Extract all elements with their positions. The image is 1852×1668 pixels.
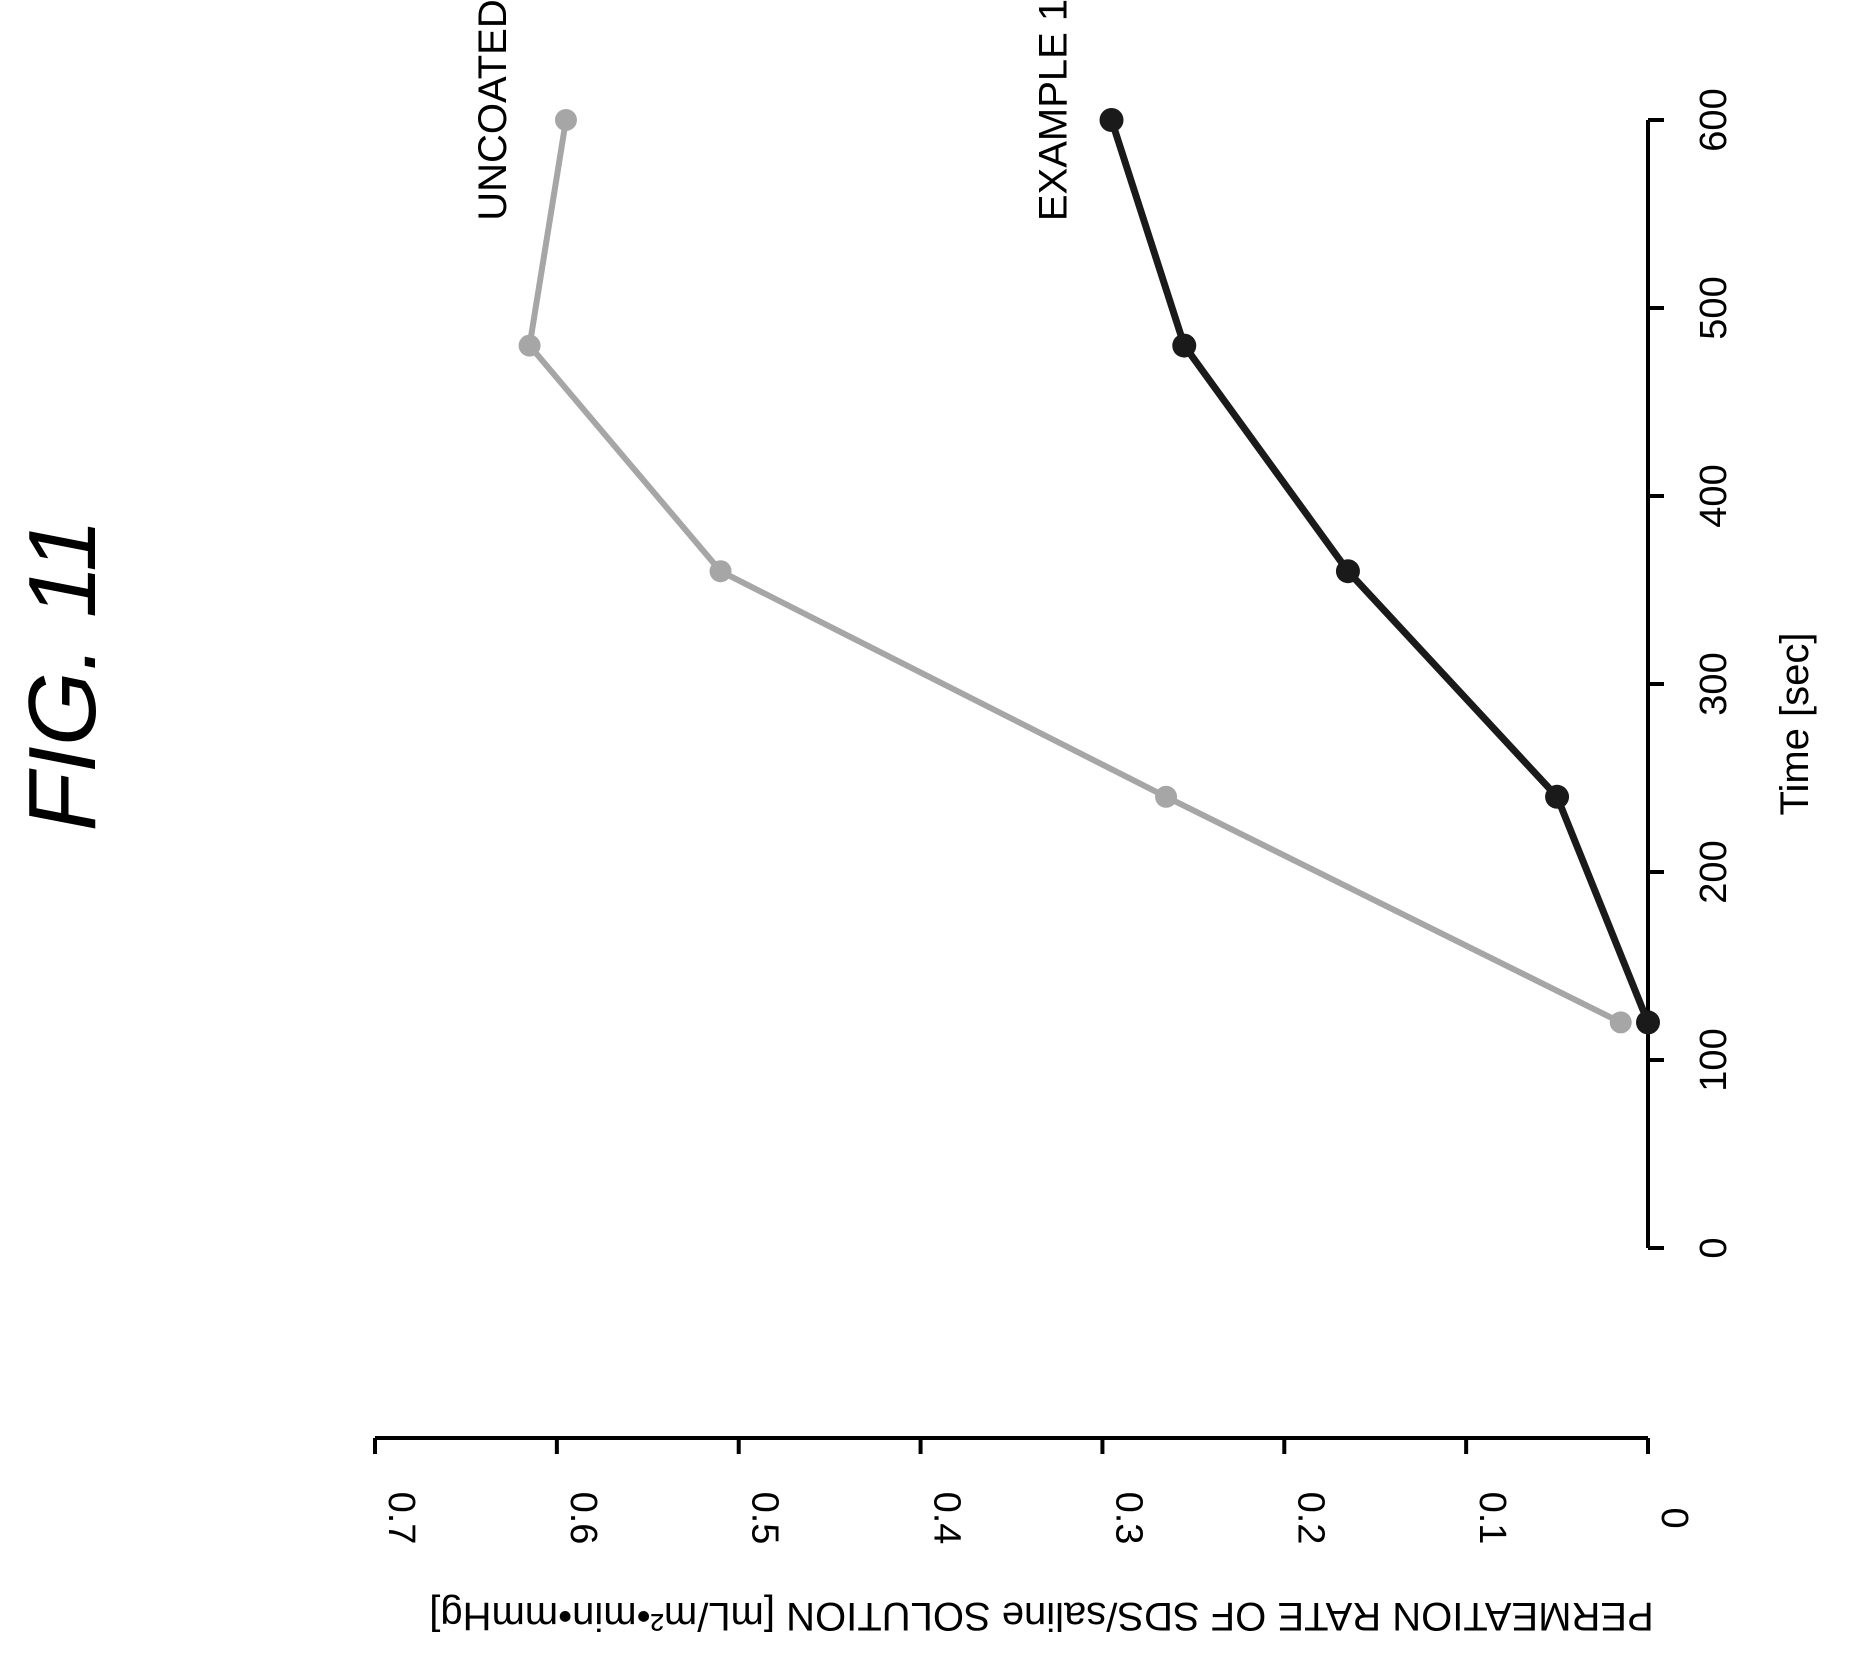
y-tick-label: 0.4 (926, 1492, 968, 1545)
x-tick-label: 300 (1693, 652, 1735, 715)
y-axis-label: PERMEATION RATE OF SDS/saline SOLUTION [… (429, 1594, 1653, 1638)
series-line (1108, 118, 1652, 1024)
data-point (1636, 1010, 1660, 1035)
y-tick-label: 0.5 (744, 1492, 786, 1545)
data-point (518, 334, 541, 357)
data-point (709, 560, 732, 583)
x-ticks: 0 100 200 300 400 500 600 (1648, 88, 1735, 1259)
x-tick-label: 100 (1693, 1028, 1735, 1091)
data-point (1609, 1011, 1632, 1034)
y-tick-label: 0.6 (562, 1492, 604, 1545)
data-point (1335, 559, 1360, 584)
figure-title: FIG. 11 (9, 519, 116, 832)
x-tick-label: 400 (1693, 464, 1735, 527)
y-ticks: 0 0.1 0.2 0.3 0.4 0.5 0.6 0.7 (373, 1438, 1695, 1545)
x-tick-label: 500 (1693, 276, 1735, 339)
data-point (1099, 108, 1124, 132)
data-point (1155, 785, 1178, 808)
x-tick-label: 200 (1693, 840, 1735, 903)
y-tick-label: 0.2 (1289, 1492, 1331, 1545)
y-tick-label: 0.7 (380, 1492, 422, 1545)
data-point (1545, 784, 1570, 809)
x-axis-label: Time [sec] (1773, 633, 1817, 816)
series-line (526, 119, 1623, 1026)
data-point (554, 109, 577, 131)
data-point (1172, 333, 1197, 358)
x-tick-label: 600 (1693, 88, 1735, 151)
y-tick-label: 0.3 (1107, 1492, 1149, 1545)
y-tick-label: 0.1 (1471, 1492, 1513, 1545)
axes (375, 120, 1650, 1440)
series-uncoated (518, 109, 1632, 1034)
y-tick-label: 0 (1653, 1507, 1695, 1528)
series-label-example-1: EXAMPLE 1 (1032, 0, 1076, 221)
x-tick-label: 0 (1693, 1237, 1735, 1258)
series-label-uncoated: UNCOATED (471, 0, 515, 221)
series-example-1 (1099, 108, 1660, 1035)
series-layer (518, 108, 1660, 1035)
